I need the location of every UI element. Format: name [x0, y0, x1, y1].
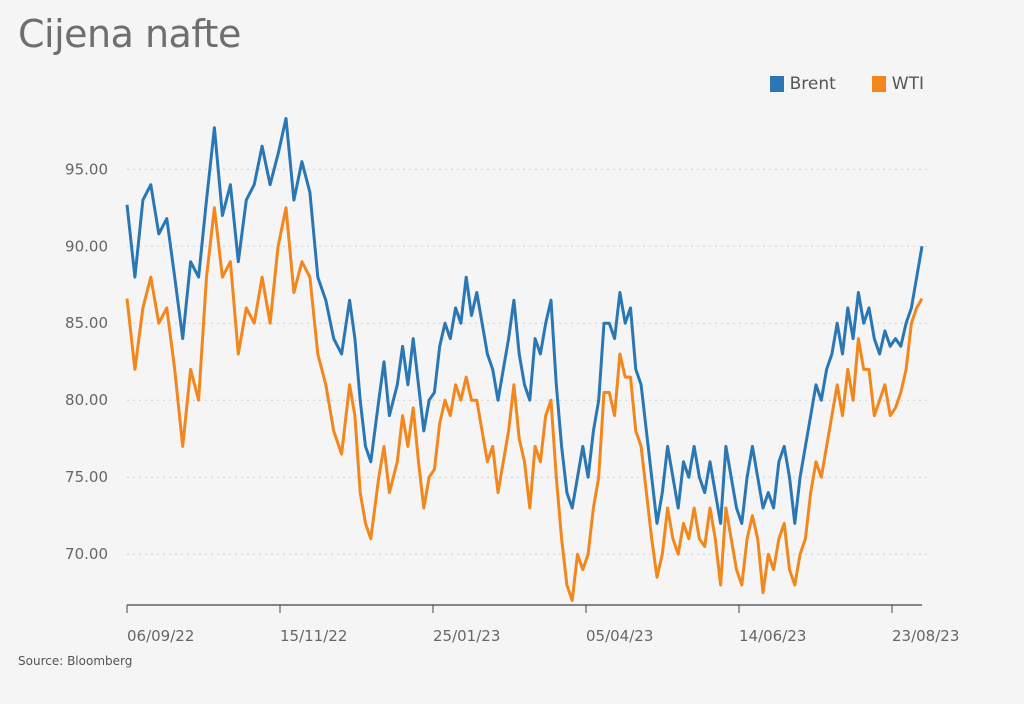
- y-tick-label: 80.00: [65, 391, 108, 409]
- x-tick-label: 06/09/22: [127, 627, 194, 645]
- y-tick-label: 75.00: [65, 468, 108, 486]
- series-lines: [125, 117, 924, 602]
- x-tick-label: 14/06/23: [739, 627, 806, 645]
- legend-label-brent: Brent: [789, 74, 836, 94]
- legend-swatch-brent: [769, 76, 784, 92]
- chart-title: Cijena nafte: [18, 12, 241, 56]
- source-note: Source: Bloomberg: [18, 654, 133, 668]
- x-axis: 06/09/22 15/11/22 25/01/23 05/04/23 14/06/23…: [126, 604, 959, 645]
- legend-label-wti: WTI: [891, 74, 924, 94]
- x-tick-label: 23/08/23: [892, 627, 959, 645]
- legend-item-wti: WTI: [871, 74, 924, 94]
- series-line-wti: [125, 206, 924, 602]
- y-tick-label: 95.00: [65, 160, 108, 178]
- y-axis-ticks: 70.00 75.00 80.00 85.00 90.00 95.00: [65, 160, 108, 563]
- y-tick-label: 70.00: [65, 545, 108, 563]
- y-tick-label: 85.00: [65, 314, 108, 332]
- legend-item-brent: Brent: [769, 74, 836, 94]
- x-tick-label: 25/01/23: [433, 627, 500, 645]
- legend-swatch-wti: [871, 76, 886, 92]
- gridlines: [127, 168, 928, 555]
- x-tick-label: 15/11/22: [280, 627, 347, 645]
- chart-legend: Brent WTI: [769, 74, 924, 94]
- x-tick-label: 05/04/23: [586, 627, 653, 645]
- y-tick-label: 90.00: [65, 237, 108, 255]
- series-line-brent: [125, 117, 924, 525]
